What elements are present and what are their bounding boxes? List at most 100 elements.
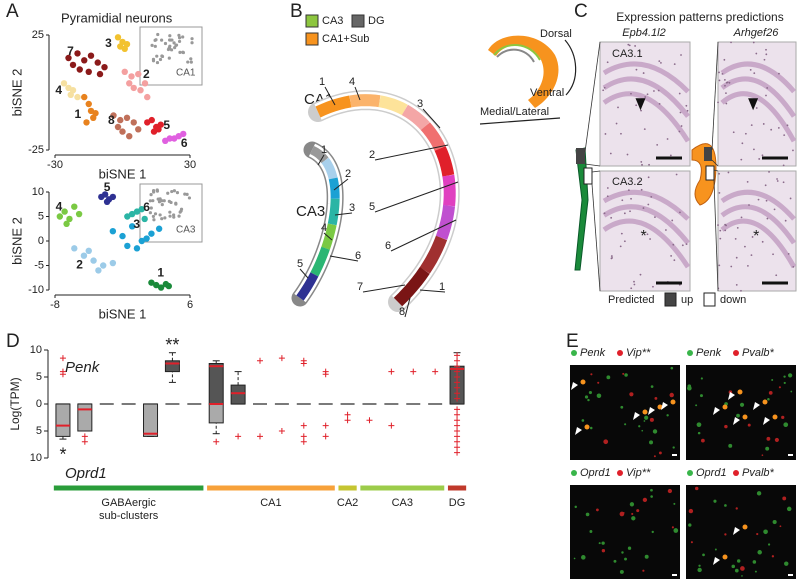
point [75,210,83,218]
inset-dot [174,202,178,206]
legend-label: CA3 [322,15,343,27]
signal-dot [627,546,632,550]
y-axis-label: Log(TPM) [8,377,22,430]
signal-dot [649,440,654,445]
cell-dot [765,53,768,56]
inset-dot [148,199,152,203]
inset-dot [160,199,164,203]
inset-dot [170,189,174,194]
pointer-arrow [422,108,441,129]
cell-dot [675,173,678,176]
cell-dot [749,68,752,71]
zoom-line [584,163,601,167]
cell-dot [680,125,683,127]
cell-dot [750,124,753,127]
signal-dot [765,446,770,451]
y-tick-label: 10 [30,452,42,464]
y-tick-label: 10 [32,186,44,198]
region-segment [296,272,319,301]
point [119,232,126,240]
inset-dg [496,48,535,63]
signal-dot [783,375,786,378]
point [101,191,109,198]
cell-dot [789,197,792,200]
gene-label: Epb4.1l2 [622,27,665,39]
point [117,43,124,50]
outlier [454,384,461,391]
inset-dot [168,214,172,218]
point [130,84,137,92]
cell-dot [671,219,674,222]
box [77,403,93,432]
signal-dot [783,422,789,428]
cell-dot [657,89,660,92]
ca3-up [576,148,585,164]
region-segment [419,235,448,274]
point [143,235,150,242]
signal-dot [756,491,762,496]
point [117,116,124,124]
inset-dot [167,56,171,60]
pointer-arrow [374,181,459,213]
signal-dot [778,386,781,389]
gene-label: Vip** [626,347,651,359]
signal-dot [644,415,649,420]
tissue-band [602,61,690,94]
outlier [388,368,395,375]
box [143,403,159,437]
point [180,130,187,138]
point [56,213,64,220]
box [230,384,246,405]
cell-dot [666,138,669,140]
point [90,257,97,264]
cell-dot [623,240,626,243]
gene-label: Vip** [626,467,651,479]
signal-dot [688,508,694,514]
outlier [257,433,263,440]
signal-dot [724,533,727,536]
outlier [454,411,461,418]
region-number: 7 [357,281,363,293]
cell-dot [770,128,773,131]
gene-label: Oprd1 [580,467,611,479]
inset-dot [151,59,156,63]
cell-dot [740,289,742,292]
signal-dot [786,506,792,512]
cell-dot [727,171,730,174]
region-segment [321,157,338,180]
y-tick-label: 25 [32,29,44,41]
cluster-label: 3 [133,217,140,231]
arrowhead [713,557,720,565]
outlier [454,428,461,434]
signal-dot [650,495,653,498]
region-label: CA3.2 [612,176,643,188]
cell-dot [639,273,642,276]
box [208,363,224,405]
inset-label: CA3 [176,225,196,236]
inset-dot [153,212,158,216]
cell-dot [647,176,650,179]
point [128,73,135,80]
signal-dot [724,424,728,429]
cluster-label: 4 [55,83,62,97]
cell-dot [765,199,768,202]
inset-dot [158,213,162,217]
point [100,262,107,269]
point [109,193,117,201]
zoom-line [591,183,601,292]
inset-dot [160,38,164,42]
inset-dot [168,44,172,48]
cell-dot [748,204,750,206]
y-tick-label: 5 [36,371,42,383]
cell-dot [766,217,769,220]
inset-dot [151,214,155,219]
cell-dot [673,63,676,66]
point [157,284,165,291]
colocalized-cell [722,404,728,410]
cell-dot [768,171,770,173]
signal-dot [587,398,590,402]
region-number: 1 [321,144,327,156]
inset-dot [190,41,194,45]
cell-dot [782,181,785,184]
legend-title: Predicted [608,294,654,306]
